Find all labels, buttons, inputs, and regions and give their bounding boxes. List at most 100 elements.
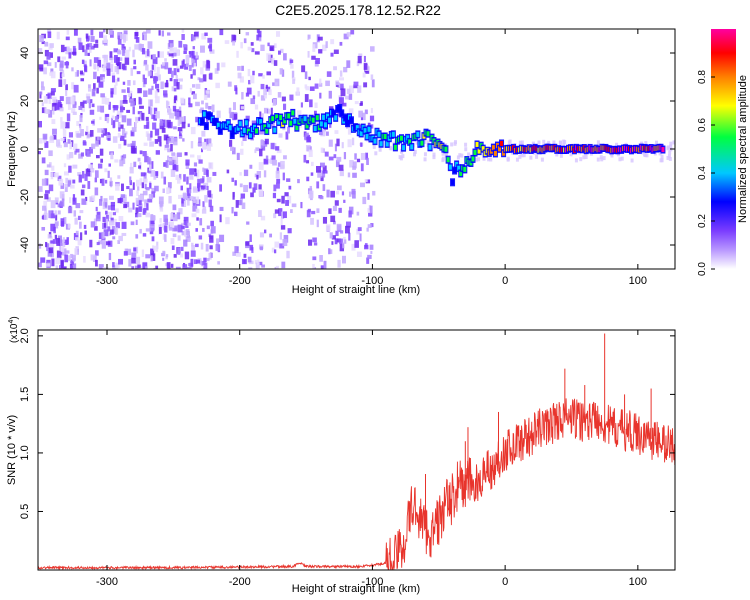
- spectrogram-noise-cell: [239, 76, 244, 83]
- spectrogram-noise-cell: [85, 196, 88, 201]
- spectrogram-noise-cell: [44, 107, 47, 114]
- spectrogram-noise-cell: [316, 219, 319, 228]
- spectrogram-noise-cell: [170, 238, 175, 245]
- spectrogram-noise-cell: [343, 66, 348, 73]
- spectrogram-noise-cell: [203, 182, 209, 187]
- spectrogram-noise-cell: [167, 32, 171, 36]
- spectrogram-noise-cell: [59, 191, 65, 199]
- spectrogram-noise-cell: [91, 103, 95, 108]
- spectrogram-noise-cell: [184, 251, 190, 260]
- spectrogram-noise-cell: [171, 86, 174, 92]
- spectrogram-noise-cell: [582, 155, 586, 160]
- spectrogram-noise-cell: [195, 101, 200, 107]
- spectrogram-noise-cell: [76, 133, 82, 138]
- spectrogram-noise-cell: [331, 241, 334, 245]
- spectrogram-noise-cell: [147, 198, 153, 203]
- spectrogram-noise-cell: [320, 147, 324, 153]
- spectrogram-noise-cell: [104, 168, 108, 173]
- spectrogram-noise-cell: [43, 67, 47, 75]
- spectrogram-noise-cell: [105, 214, 109, 222]
- spectrogram-noise-cell: [89, 59, 92, 67]
- spectrogram-noise-cell: [178, 194, 183, 199]
- spectrogram-noise-cell: [48, 110, 53, 118]
- spectrogram-noise-cell: [57, 203, 61, 208]
- spectrogram-noise-cell: [232, 40, 236, 46]
- spectrogram-noise-cell: [159, 141, 162, 147]
- spectrogram-noise-cell: [72, 194, 76, 202]
- spectrogram-noise-cell: [176, 212, 181, 220]
- spectrogram-signal-cell: [367, 126, 371, 132]
- spectrogram-noise-cell: [175, 266, 181, 269]
- spectrogram-noise-cell: [232, 251, 236, 256]
- spectrogram-noise-cell: [135, 207, 139, 215]
- spectrogram-noise-cell: [71, 254, 76, 261]
- spectrogram-noise-cell: [249, 234, 252, 242]
- spectrogram-noise-cell: [200, 178, 205, 184]
- spectrogram-noise-cell: [83, 224, 87, 229]
- spectrogram-noise-cell: [178, 134, 183, 139]
- spectrogram-noise-cell: [44, 41, 49, 47]
- spectrogram-noise-cell: [121, 183, 124, 191]
- spectrogram-noise-cell: [342, 102, 347, 107]
- spectrogram-noise-cell: [122, 65, 127, 71]
- spectrogram-noise-cell: [289, 94, 294, 101]
- spectrogram-noise-cell: [198, 235, 203, 240]
- spectrogram-noise-cell: [644, 141, 648, 146]
- spectrogram-noise-cell: [164, 234, 167, 242]
- spectrogram-noise-cell: [51, 96, 57, 103]
- spectrogram-noise-cell: [260, 83, 265, 90]
- spectrogram-noise-cell: [311, 55, 316, 60]
- spectrogram-noise-cell: [193, 31, 199, 37]
- spectrogram-noise-cell: [56, 31, 60, 40]
- spectrogram-noise-cell: [246, 87, 252, 95]
- spectrogram-noise-cell: [247, 68, 251, 77]
- spectrogram-noise-cell: [195, 83, 201, 89]
- spectrogram-noise-cell: [154, 185, 159, 192]
- spectrogram-noise-cell: [259, 111, 262, 117]
- spectrogram-signal-cell: [321, 114, 325, 120]
- spectrogram-noise-cell: [145, 187, 150, 191]
- spectrogram-noise-cell: [336, 185, 342, 191]
- spectrogram-noise-cell: [183, 219, 187, 225]
- spectrogram-noise-cell: [48, 210, 52, 219]
- spectrogram-noise-cell: [113, 105, 118, 111]
- spectrogram-noise-cell: [177, 68, 180, 73]
- spectrogram-noise-cell: [114, 55, 118, 63]
- spectrogram-noise-cell: [162, 257, 165, 261]
- spectrogram-signal-cell: [661, 147, 665, 153]
- spectrogram-noise-cell: [94, 187, 99, 196]
- spectrogram-noise-cell: [219, 29, 224, 36]
- spectrogram-noise-cell: [38, 138, 43, 144]
- spectrogram-noise-cell: [73, 143, 78, 151]
- spectrogram-noise-cell: [192, 200, 196, 206]
- spectrogram-noise-cell: [360, 182, 365, 188]
- spectrogram-noise-cell: [346, 60, 351, 68]
- spectrogram-noise-cell: [66, 154, 71, 160]
- snr-plot-area: [38, 330, 675, 570]
- spectrogram-noise-cell: [137, 157, 141, 162]
- spectrogram-noise-cell: [334, 238, 338, 245]
- spectrogram-noise-cell: [173, 87, 177, 92]
- spectrogram-noise-cell: [172, 233, 177, 238]
- spectrogram-noise-cell: [360, 152, 366, 160]
- spectrogram-noise-cell: [249, 164, 253, 169]
- spectrogram-noise-cell: [252, 95, 256, 99]
- spectrogram-noise-cell: [216, 238, 220, 246]
- spectrogram-noise-cell: [358, 53, 363, 57]
- spectrogram-noise-cell: [154, 90, 158, 99]
- spectrogram-noise-cell: [331, 235, 336, 240]
- spectrogram-noise-cell: [93, 43, 99, 48]
- spectrogram-noise-cell: [201, 209, 207, 214]
- spectrogram-noise-cell: [345, 225, 350, 234]
- spectrogram-noise-cell: [250, 98, 256, 105]
- spectrogram-noise-cell: [106, 134, 111, 139]
- spectrogram-noise-cell: [346, 88, 351, 95]
- spectrogram-noise-cell: [192, 84, 196, 88]
- spectrogram-noise-cell: [100, 76, 103, 80]
- spectrogram-noise-cell: [285, 200, 289, 206]
- spectrogram-noise-cell: [209, 205, 214, 212]
- spectrogram-noise-cell: [201, 100, 204, 105]
- spectrogram-noise-cell: [482, 156, 486, 161]
- spectrogram-signal-cell: [377, 131, 381, 137]
- spectrogram-noise-cell: [182, 59, 185, 65]
